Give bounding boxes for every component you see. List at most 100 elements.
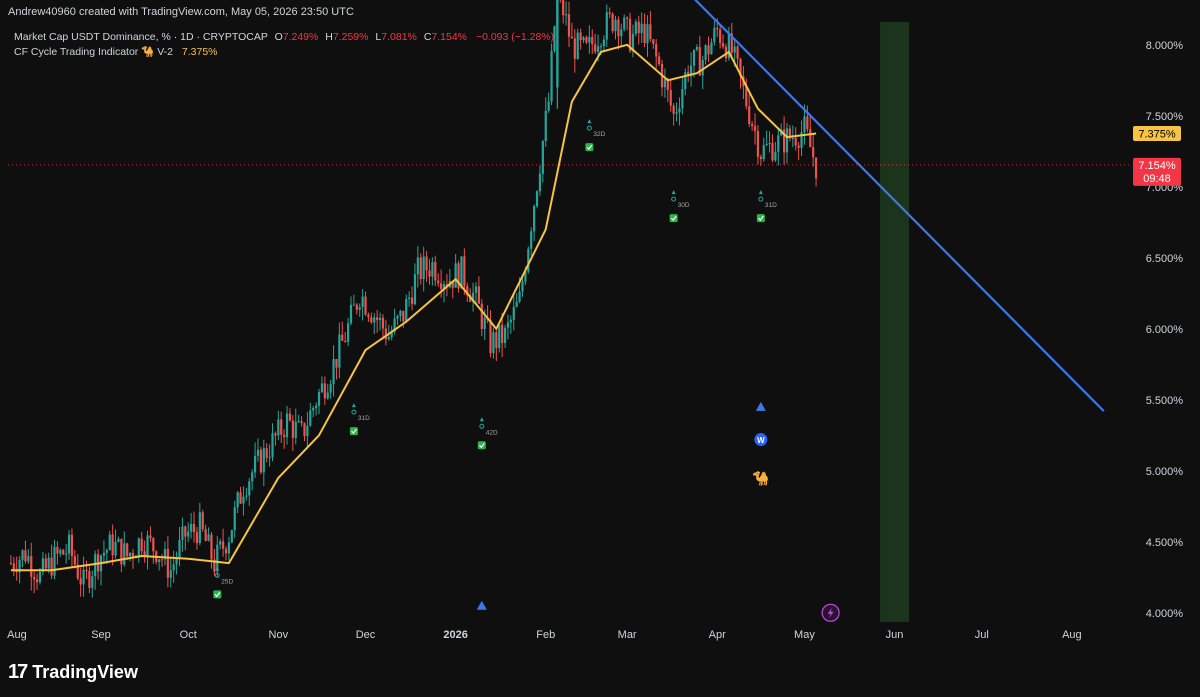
candle-body — [692, 49, 696, 66]
candle-body — [30, 556, 33, 577]
candle-body — [524, 271, 527, 282]
candle-body — [41, 558, 44, 572]
candle-body — [192, 524, 196, 533]
candle-body — [280, 419, 283, 435]
candle-body — [178, 539, 181, 559]
candle-body — [315, 405, 318, 409]
candle-body — [111, 534, 114, 556]
candle-body — [620, 29, 623, 37]
candle-body — [564, 14, 568, 16]
signal-arrow-icon — [479, 417, 484, 422]
candle-body — [35, 579, 39, 583]
candle-body — [259, 449, 262, 473]
x-tick-label: 2026 — [443, 629, 467, 641]
signal-arrow-icon — [587, 119, 592, 124]
signal-days-label: 32D — [593, 131, 605, 138]
candle-body — [169, 570, 172, 578]
candle-body — [585, 37, 588, 43]
candle-body — [59, 550, 62, 554]
candle-body — [47, 557, 50, 569]
candle-body — [425, 256, 428, 271]
signal-days-label: 42D — [486, 429, 498, 436]
signal-dot-icon — [671, 196, 677, 202]
x-tick-label: Feb — [536, 629, 555, 641]
candle-body — [442, 284, 446, 289]
symbol-name[interactable]: Market Cap USDT Dominance, % · 1D · CRYP… — [14, 31, 268, 43]
candle-body — [663, 79, 667, 88]
candle-body — [294, 421, 297, 438]
symbol-row[interactable]: Market Cap USDT Dominance, % · 1D · CRYP… — [14, 30, 554, 45]
candle-body — [204, 529, 207, 541]
candle-body — [518, 291, 521, 302]
candle-body — [643, 23, 646, 44]
candle-body — [38, 571, 42, 583]
tradingview-branding[interactable]: 17 TradingView — [8, 660, 138, 684]
candle-body — [739, 58, 742, 77]
candle-body — [24, 550, 27, 562]
candle-body — [791, 138, 794, 140]
candle-body — [547, 101, 550, 111]
x-tick-label: Oct — [180, 629, 197, 641]
candle-body — [594, 44, 597, 52]
candle-body — [751, 123, 754, 127]
check-mark-icon — [351, 428, 357, 435]
candle-body — [809, 129, 812, 148]
current-price-badge — [1133, 157, 1181, 186]
signal-check-icon — [213, 590, 222, 599]
candle-body — [172, 564, 175, 571]
candle-body — [94, 554, 97, 577]
candle-body — [562, 0, 565, 16]
candle-body — [628, 18, 632, 52]
candle-body — [649, 24, 652, 40]
candle-body — [166, 548, 169, 578]
candle-body — [274, 433, 277, 436]
candle-body — [245, 495, 248, 497]
candle-body — [469, 295, 472, 302]
candle-body — [716, 27, 719, 30]
candle-body — [599, 46, 603, 48]
candle-body — [640, 23, 643, 34]
candle-spike-body — [556, 0, 559, 88]
candle-body — [704, 45, 707, 60]
candle-body — [335, 358, 338, 368]
candle-body — [181, 526, 184, 540]
candle-body — [268, 457, 271, 459]
candle-body — [794, 138, 797, 146]
signal-dot-icon — [214, 572, 220, 578]
candle-body — [617, 19, 620, 37]
candle-body — [91, 576, 94, 588]
candle-body — [373, 317, 376, 323]
indicator-name[interactable]: CF Cycle Trading Indicator 🐪 V-2 — [14, 46, 173, 58]
candle-body — [105, 550, 108, 553]
candle-body — [466, 286, 469, 296]
signal-days-label: 31D — [765, 202, 777, 209]
indicator-price-badge — [1133, 126, 1181, 142]
candle-body — [626, 17, 629, 19]
candle-body — [591, 36, 594, 45]
candle-body — [678, 108, 681, 113]
candle-body — [544, 110, 547, 142]
candle-body — [352, 304, 356, 306]
candle-body — [224, 548, 228, 554]
candle-body — [184, 526, 187, 537]
candle-body — [265, 448, 268, 458]
y-tick-label: 8.000% — [1146, 40, 1184, 52]
signal-arrow-icon — [671, 190, 676, 195]
candle-body — [588, 36, 591, 43]
candle-body — [381, 317, 385, 329]
candle-body — [454, 263, 457, 288]
candle-body — [730, 33, 733, 53]
signal-check-icon — [669, 214, 678, 223]
check-mark-icon — [758, 215, 764, 222]
candle-body — [163, 548, 167, 560]
w-badge-icon — [754, 433, 768, 447]
candle-body — [378, 317, 382, 321]
signal-check-icon — [349, 427, 358, 436]
candle-body — [530, 231, 533, 249]
candle-body — [533, 205, 536, 232]
candle-body — [76, 564, 79, 579]
candle-body — [251, 472, 254, 482]
candle-body — [309, 410, 312, 426]
indicator-row[interactable]: CF Cycle Trading Indicator 🐪 V-2 7.375% — [14, 45, 554, 60]
